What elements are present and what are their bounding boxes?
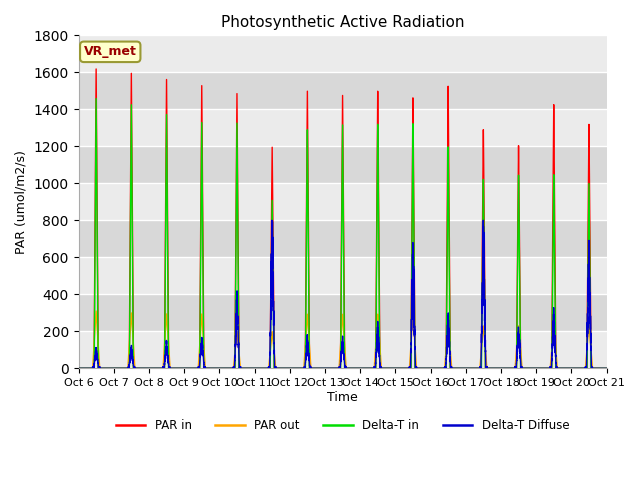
Bar xyxy=(79,72,607,109)
Bar xyxy=(79,146,607,183)
Y-axis label: PAR (umol/m2/s): PAR (umol/m2/s) xyxy=(15,150,28,254)
Bar xyxy=(79,294,607,331)
Text: VR_met: VR_met xyxy=(84,45,137,59)
Title: Photosynthetic Active Radiation: Photosynthetic Active Radiation xyxy=(221,15,464,30)
Legend: PAR in, PAR out, Delta-T in, Delta-T Diffuse: PAR in, PAR out, Delta-T in, Delta-T Dif… xyxy=(111,414,574,437)
X-axis label: Time: Time xyxy=(327,391,358,404)
Bar xyxy=(79,220,607,257)
